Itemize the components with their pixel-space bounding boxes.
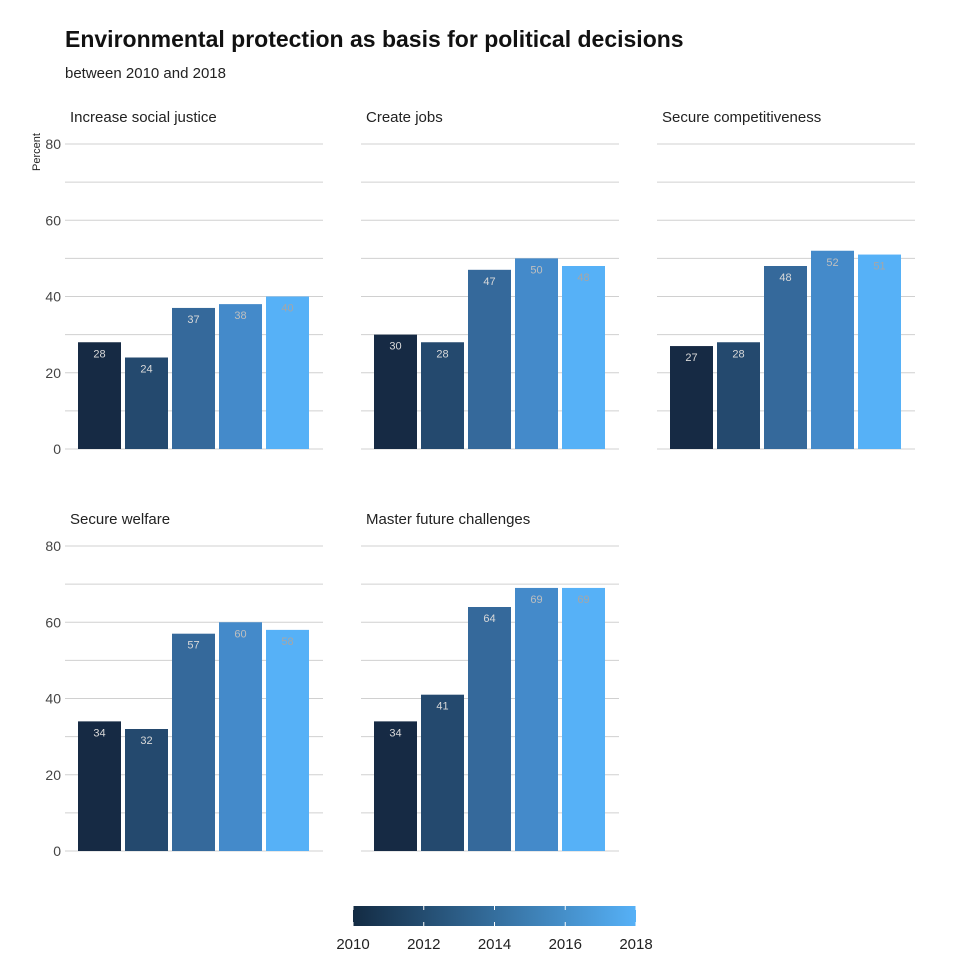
y-tick-label: 20 — [45, 365, 61, 381]
panel-5: Master future challenges 34 41 64 69 69 — [361, 511, 619, 852]
bar-2012 — [125, 729, 168, 851]
bar-value-label: 28 — [436, 348, 448, 360]
y-tick-label: 60 — [45, 212, 61, 228]
bar-value-label: 60 — [234, 628, 246, 640]
bar-2014 — [172, 307, 215, 449]
y-tick-label: 40 — [45, 691, 61, 707]
bar-2012 — [421, 342, 464, 449]
bar-2016 — [811, 250, 854, 449]
bar-2018 — [266, 629, 309, 851]
bar-2010 — [78, 721, 121, 851]
y-tick-label: 80 — [45, 538, 61, 554]
bar-value-label: 48 — [577, 272, 589, 284]
panel-4: Secure welfare 0 20 40 60 80 34 32 57 60 58 — [45, 511, 323, 859]
legend-colorbar — [353, 906, 636, 926]
legend-tick-label: 2012 — [407, 936, 440, 953]
panel-title: Secure competitiveness — [662, 109, 821, 126]
bar-2010 — [78, 342, 121, 449]
bar-value-label: 69 — [530, 594, 542, 606]
bar-2012 — [125, 357, 168, 449]
panel-title: Secure welfare — [70, 511, 170, 528]
bar-2018 — [858, 254, 901, 449]
bar-2016 — [515, 258, 558, 449]
chart-title: Environmental protection as basis for po… — [65, 26, 684, 52]
bar-2018 — [266, 296, 309, 449]
bar-2010 — [374, 721, 417, 851]
legend-tick-label: 2014 — [478, 936, 511, 953]
bar-value-label: 27 — [685, 352, 697, 364]
bar-2012 — [717, 342, 760, 449]
bar-value-label: 28 — [732, 348, 744, 360]
y-axis-label: Percent — [31, 133, 43, 171]
bar-value-label: 58 — [281, 636, 293, 648]
bar-2018 — [562, 266, 605, 449]
bar-value-label: 38 — [234, 310, 246, 322]
bar-value-label: 32 — [140, 735, 152, 747]
bar-2012 — [421, 694, 464, 851]
bar-value-label: 24 — [140, 364, 152, 376]
bar-value-label: 50 — [530, 264, 542, 276]
bar-value-label: 64 — [483, 613, 495, 625]
bar-2010 — [670, 346, 713, 449]
y-tick-label: 0 — [53, 441, 61, 457]
panel-2: Create jobs 30 28 47 50 48 — [361, 109, 619, 450]
panel-title: Master future challenges — [366, 511, 530, 528]
y-tick-label: 80 — [45, 136, 61, 152]
bar-value-label: 41 — [436, 701, 448, 713]
y-tick-label: 0 — [53, 843, 61, 859]
panels: Increase social justice 0 20 40 60 80 28 24 37 38… — [45, 109, 915, 859]
bar-2014 — [468, 269, 511, 449]
y-tick-label: 20 — [45, 767, 61, 783]
bar-2016 — [219, 622, 262, 851]
panel-3: Secure competitiveness 27 28 48 52 51 — [657, 109, 915, 450]
bar-2014 — [764, 266, 807, 449]
y-tick-label: 60 — [45, 614, 61, 630]
bar-value-label: 34 — [93, 727, 105, 739]
legend-tick-label: 2018 — [619, 936, 652, 953]
legend-tick-label: 2016 — [549, 936, 582, 953]
bar-value-label: 28 — [93, 348, 105, 360]
bar-value-label: 57 — [187, 640, 199, 652]
panel-1: Increase social justice 0 20 40 60 80 28 24 37 38… — [45, 109, 323, 457]
panel-title: Increase social justice — [70, 109, 217, 126]
bar-2014 — [172, 633, 215, 851]
bar-2016 — [515, 587, 558, 851]
bar-value-label: 40 — [281, 303, 293, 315]
bar-2010 — [374, 334, 417, 449]
bar-2018 — [562, 587, 605, 851]
panel-title: Create jobs — [366, 109, 443, 126]
y-tick-label: 40 — [45, 289, 61, 305]
bar-value-label: 37 — [187, 314, 199, 326]
bar-value-label: 51 — [873, 261, 885, 273]
bar-value-label: 30 — [389, 341, 401, 353]
bar-value-label: 52 — [826, 257, 838, 269]
legend-tick-label: 2010 — [336, 936, 369, 953]
bar-value-label: 34 — [389, 727, 401, 739]
bar-2016 — [219, 304, 262, 449]
bar-value-label: 48 — [779, 272, 791, 284]
bar-2014 — [468, 607, 511, 851]
legend: 2010 2012 2014 2016 2018 — [336, 906, 653, 953]
bar-value-label: 47 — [483, 276, 495, 288]
bar-value-label: 69 — [577, 594, 589, 606]
chart-subtitle: between 2010 and 2018 — [65, 65, 226, 82]
